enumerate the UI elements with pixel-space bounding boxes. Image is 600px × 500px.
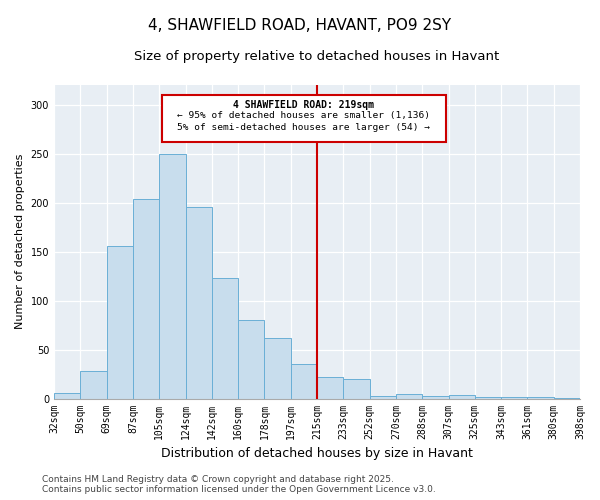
Bar <box>212 278 238 398</box>
Bar <box>501 396 527 398</box>
Text: Contains HM Land Registry data © Crown copyright and database right 2025.
Contai: Contains HM Land Registry data © Crown c… <box>42 474 436 494</box>
Bar <box>396 394 422 398</box>
Text: 4 SHAWFIELD ROAD: 219sqm: 4 SHAWFIELD ROAD: 219sqm <box>233 100 374 110</box>
Bar <box>317 377 343 398</box>
Bar <box>527 396 554 398</box>
Title: Size of property relative to detached houses in Havant: Size of property relative to detached ho… <box>134 50 500 63</box>
Text: ← 95% of detached houses are smaller (1,136): ← 95% of detached houses are smaller (1,… <box>178 112 430 120</box>
Bar <box>475 396 501 398</box>
Bar <box>107 246 133 398</box>
Bar <box>80 371 107 398</box>
Bar <box>291 364 317 398</box>
Bar <box>133 198 159 398</box>
Y-axis label: Number of detached properties: Number of detached properties <box>15 154 25 330</box>
Bar <box>343 379 370 398</box>
Bar <box>54 392 80 398</box>
Bar <box>185 206 212 398</box>
Bar <box>238 320 265 398</box>
Bar <box>449 394 475 398</box>
FancyBboxPatch shape <box>162 95 446 142</box>
Bar <box>370 396 396 398</box>
X-axis label: Distribution of detached houses by size in Havant: Distribution of detached houses by size … <box>161 447 473 460</box>
Bar <box>265 338 291 398</box>
Bar <box>159 154 185 398</box>
Bar <box>422 396 449 398</box>
Text: 4, SHAWFIELD ROAD, HAVANT, PO9 2SY: 4, SHAWFIELD ROAD, HAVANT, PO9 2SY <box>148 18 452 32</box>
Text: 5% of semi-detached houses are larger (54) →: 5% of semi-detached houses are larger (5… <box>178 123 430 132</box>
